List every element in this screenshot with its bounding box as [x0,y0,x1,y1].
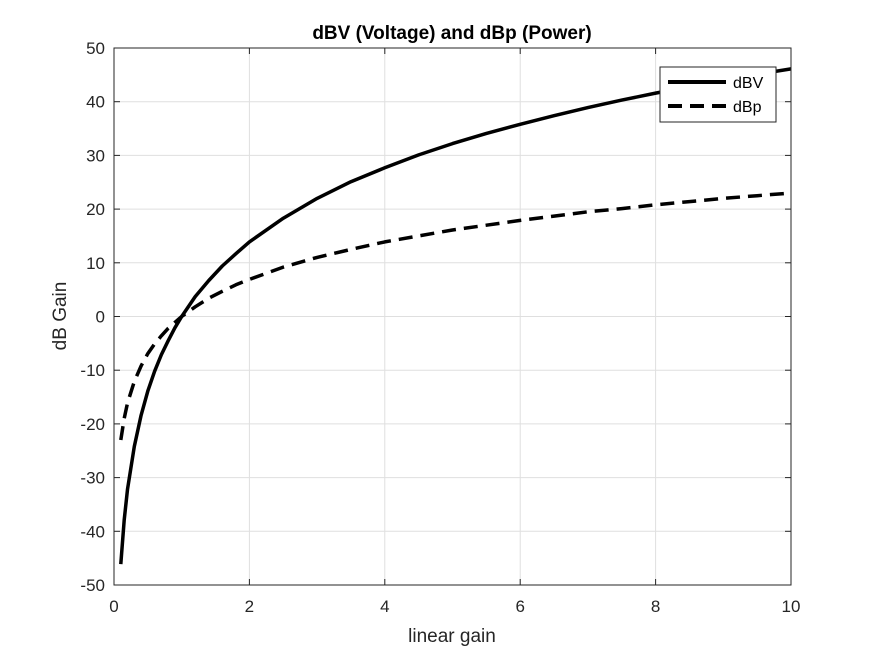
y-tick-label: 0 [96,308,105,327]
y-tick-label: -10 [80,361,105,380]
x-tick-label: 0 [109,597,118,616]
series-layer [119,67,792,565]
x-tick-label: 10 [782,597,801,616]
y-tick-label: -20 [80,415,105,434]
x-axis-label: linear gain [408,626,496,647]
y-tick-label: -30 [80,469,105,488]
series-line-dbp [119,191,792,441]
x-tick-label: 4 [380,597,389,616]
y-axis-label: dB Gain [50,282,71,351]
x-tick-label: 8 [651,597,660,616]
chart-title: dBV (Voltage) and dBp (Power) [312,23,591,44]
y-tick-label: -50 [80,576,105,595]
legend-box [659,66,777,123]
y-tick-label: 50 [86,39,105,58]
legend: dBV dBp [659,66,777,123]
y-tick-label: 10 [86,254,105,273]
x-tick-label: 2 [245,597,254,616]
y-tick-label: 20 [86,200,105,219]
y-tick-label: 40 [86,93,105,112]
grid [113,47,792,586]
legend-label-dbv: dBV [733,75,764,92]
legend-label-dbp: dBp [733,99,762,116]
ticks [113,47,792,586]
series-line-dbv [119,67,792,565]
y-tick-label: -40 [80,522,105,541]
x-tick-label: 6 [515,597,524,616]
y-tick-label: 30 [86,146,105,165]
tick-labels: 0 2 4 6 8 10 -50 -40 -30 -20 -10 0 10 20 30 40 50 [80,39,800,616]
